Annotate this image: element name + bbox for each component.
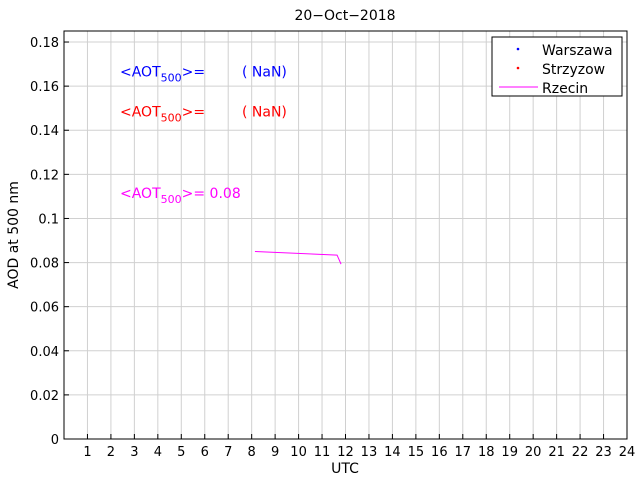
legend-label: Warszawa (542, 43, 613, 59)
y-axis-label: AOD at 500 nm (6, 181, 22, 289)
x-tick-label: 4 (154, 445, 162, 460)
y-tick-label: 0.1 (38, 212, 59, 227)
y-tick-label: 0.02 (30, 389, 59, 404)
x-tick-label: 2 (107, 445, 115, 460)
x-tick-label: 12 (337, 445, 354, 460)
x-tick-label: 5 (177, 445, 185, 460)
x-tick-label: 22 (572, 445, 589, 460)
x-tick-label: 1 (83, 445, 91, 460)
x-tick-label: 18 (478, 445, 495, 460)
x-tick-label: 17 (455, 445, 472, 460)
legend-marker (516, 66, 520, 70)
x-tick-label: 3 (130, 445, 138, 460)
y-tick-label: 0 (51, 433, 59, 448)
x-tick-label: 24 (619, 445, 636, 460)
x-tick-label: 7 (224, 445, 232, 460)
mean-aot-annotation: <AOT500>= (120, 104, 205, 124)
x-tick-label: 14 (384, 445, 401, 460)
x-tick-label: 6 (201, 445, 209, 460)
x-tick-label: 21 (548, 445, 565, 460)
legend-marker (516, 47, 520, 51)
mean-aot-value: ( NaN) (242, 65, 287, 81)
y-tick-label: 0.04 (30, 345, 59, 360)
plot-frame (63, 30, 628, 440)
y-tick-label: 0.06 (30, 301, 59, 316)
series-line-rzecin (254, 251, 342, 265)
x-tick-label: 20 (525, 445, 542, 460)
x-tick-label: 10 (290, 445, 307, 460)
legend-label: Strzyzow (542, 62, 605, 78)
y-tick-label: 0.14 (30, 124, 59, 139)
mean-aot-value: ( NaN) (242, 104, 287, 120)
x-tick-label: 11 (314, 445, 331, 460)
x-tick-label: 15 (408, 445, 425, 460)
x-tick-label: 23 (595, 445, 612, 460)
x-axis-label: UTC (331, 461, 359, 477)
x-tick-label: 8 (248, 445, 256, 460)
y-tick-label: 0.18 (30, 36, 59, 51)
mean-aot-annotation: <AOT500>= 0.08 (120, 186, 241, 206)
legend-box (491, 36, 623, 97)
x-tick-label: 19 (501, 445, 518, 460)
chart-title: 20−Oct−2018 (294, 8, 395, 24)
legend-label: Rzecin (542, 81, 588, 97)
y-tick-label: 0.12 (30, 168, 59, 183)
x-tick-label: 9 (271, 445, 279, 460)
x-tick-label: 16 (431, 445, 448, 460)
mean-aot-annotation: <AOT500>= (120, 65, 205, 85)
y-tick-label: 0.08 (30, 257, 59, 272)
x-tick-label: 13 (361, 445, 378, 460)
y-tick-label: 0.16 (30, 80, 59, 95)
